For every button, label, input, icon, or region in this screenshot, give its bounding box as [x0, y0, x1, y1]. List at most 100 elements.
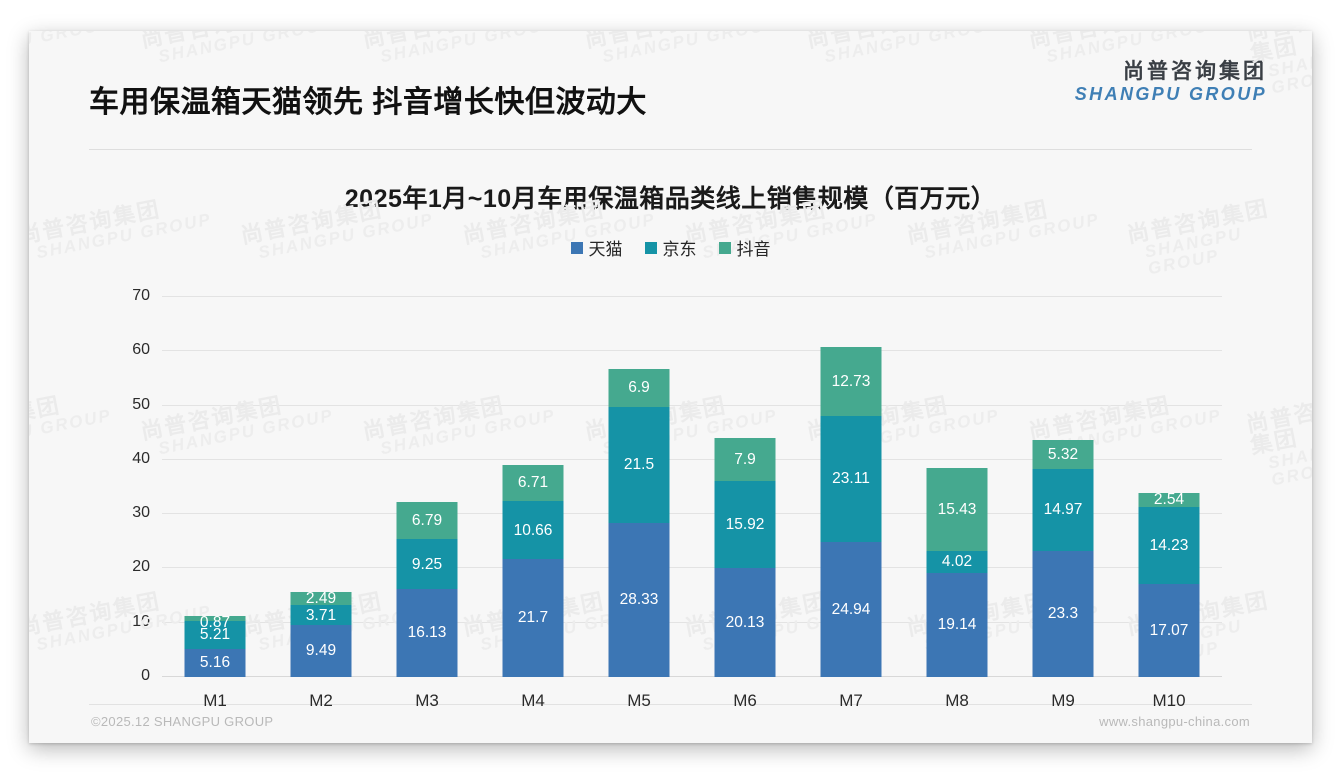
bar-segment[interactable]: 3.71	[290, 605, 352, 626]
stacked-bar[interactable]: 17.07 14.23 2.54	[1138, 492, 1200, 677]
stacked-bar[interactable]: 28.33 21.5 6.9	[608, 369, 670, 677]
bar-segment[interactable]: 23.11	[820, 416, 882, 542]
bar-value-label: 5.16	[199, 654, 231, 672]
bar-segment[interactable]: 23.3	[1032, 550, 1094, 677]
bar-segment[interactable]: 7.9	[714, 438, 776, 482]
gridline: 0	[141, 667, 1222, 684]
bar-value-label: 9.49	[305, 642, 337, 660]
stacked-bar[interactable]: 5.16 5.21 0.87	[184, 615, 246, 677]
bar-value-label: 5.21	[199, 626, 231, 644]
bar-value-label: 5.32	[1047, 446, 1079, 464]
watermark-cn: 尚普咨询集团	[1244, 394, 1312, 459]
y-axis-tick-label: 50	[132, 395, 150, 413]
bar-value-label: 21.5	[623, 456, 655, 474]
bar-value-label: 23.11	[832, 470, 870, 488]
x-axis-tick-label: M9	[1051, 691, 1075, 710]
bar-value-label: 24.94	[831, 600, 871, 618]
gridline: 10	[132, 613, 1222, 630]
bar-value-label: 14.97	[1043, 501, 1083, 519]
bar-segment[interactable]: 17.07	[1138, 584, 1200, 677]
bar-segment[interactable]: 6.79	[396, 502, 458, 540]
brand-logo-cn: 尚普咨询集团	[1123, 60, 1267, 83]
bar-segment[interactable]: 0.87	[184, 615, 246, 630]
gridline: 20	[132, 558, 1222, 575]
bar-segment[interactable]: 12.73	[820, 347, 882, 417]
legend-swatch-icon	[644, 241, 657, 254]
bar-value-label: 16.13	[407, 624, 447, 642]
chart-bars: 5.16 5.21 0.87 M1 9.49 3.71 2.49 M2 16.13 9.25 6.7…	[162, 297, 1222, 710]
y-axis-tick-label: 10	[132, 612, 150, 630]
bar-segment[interactable]: 9.49	[290, 625, 352, 677]
bar-segment[interactable]: 21.7	[502, 559, 564, 677]
y-axis-tick-label: 40	[132, 449, 150, 467]
chart-legend: 天猫 京东 抖音	[89, 235, 1252, 260]
bar-segment[interactable]: 15.92	[714, 481, 776, 568]
bar-segment[interactable]: 4.02	[926, 551, 988, 574]
bar-group-m7: 24.94 23.11 12.73 M7	[798, 297, 904, 710]
stacked-bar[interactable]: 19.14 4.02 15.43	[926, 467, 988, 677]
legend-label: 京东	[662, 240, 697, 259]
bar-segment[interactable]: 24.94	[820, 541, 882, 677]
legend-item-2[interactable]: 京东	[644, 235, 697, 260]
bar-value-label: 12.73	[831, 372, 871, 390]
bar-value-label: 9.25	[411, 555, 443, 573]
chart-axes: 0 10 20 30 40 50 60 70	[132, 287, 1222, 684]
bar-segment[interactable]: 15.43	[926, 467, 988, 552]
stacked-bar[interactable]: 20.13 15.92 7.9	[714, 438, 776, 677]
stacked-bar[interactable]: 16.13 9.25 6.79	[396, 502, 458, 677]
bar-segment[interactable]: 9.25	[396, 539, 458, 590]
bar-value-label: 10.66	[513, 521, 553, 539]
y-axis-tick-label: 60	[132, 341, 150, 359]
chart-container: 天猫 京东 抖音 0 10 20 30 40 50 60 70 5.16 5.21 0.87 M1 9.4…	[89, 227, 1252, 719]
stacked-bar[interactable]: 23.3 14.97 5.32	[1032, 440, 1094, 677]
bar-value-label: 7.9	[734, 451, 756, 469]
bar-segment[interactable]: 14.97	[1032, 469, 1094, 551]
legend-swatch-icon	[718, 241, 731, 254]
legend-swatch-icon	[570, 241, 583, 254]
bar-value-label: 14.23	[1149, 536, 1189, 554]
stacked-bar[interactable]: 24.94 23.11 12.73	[820, 347, 882, 677]
bar-segment[interactable]: 20.13	[714, 567, 776, 677]
gridline: 60	[132, 341, 1222, 358]
gridline: 30	[132, 504, 1222, 521]
stacked-bar[interactable]: 9.49 3.71 2.49	[290, 591, 352, 677]
y-axis-tick-label: 20	[132, 558, 150, 576]
y-axis-tick-label: 30	[132, 504, 150, 522]
bar-group-m3: 16.13 9.25 6.79 M3	[374, 297, 480, 710]
x-axis-tick-label: M8	[945, 691, 969, 710]
bar-segment[interactable]: 14.23	[1138, 507, 1200, 585]
chart-title: 2025年1月~10月车用保温箱品类线上销售规模（百万元）	[344, 185, 997, 213]
bar-value-label: 15.43	[937, 500, 977, 518]
bar-value-label: 4.02	[941, 553, 973, 571]
bar-segment[interactable]: 6.9	[608, 369, 670, 407]
bar-segment[interactable]: 28.33	[608, 523, 670, 677]
bar-segment[interactable]: 2.49	[290, 591, 352, 606]
bar-value-label: 28.33	[619, 591, 659, 609]
bar-value-label: 6.9	[628, 379, 650, 397]
bar-value-label: 6.79	[411, 512, 443, 530]
x-axis-tick-label: M3	[415, 691, 439, 710]
legend-item-3[interactable]: 抖音	[718, 235, 771, 260]
footer-copyright: ©2025.12 SHANGPU GROUP	[91, 714, 274, 729]
chart-plot-area: 0 10 20 30 40 50 60 70 5.16 5.21 0.87 M1 9.49 3.71 2.…	[89, 269, 1252, 719]
bar-segment[interactable]: 5.16	[184, 649, 246, 677]
legend-item-1[interactable]: 天猫	[570, 235, 623, 260]
bar-group-m4: 21.7 10.66 6.71 M4	[480, 297, 586, 710]
bar-value-label: 15.92	[725, 515, 765, 533]
bar-segment[interactable]: 10.66	[502, 501, 564, 560]
x-axis-tick-label: M6	[733, 691, 757, 710]
bar-segment[interactable]: 19.14	[926, 573, 988, 677]
gridline: 40	[132, 450, 1222, 467]
bar-segment[interactable]: 6.71	[502, 464, 564, 502]
stacked-bar[interactable]: 21.7 10.66 6.71	[502, 464, 564, 677]
slide-header: 车用保温箱天猫领先 抖音增长快但波动大 尚普咨询集团 SHANGPU GROUP	[29, 31, 1312, 123]
x-axis-tick-label: M10	[1152, 691, 1186, 710]
bar-segment[interactable]: 5.21	[184, 620, 246, 649]
bar-segment[interactable]: 5.32	[1032, 440, 1094, 470]
bar-segment[interactable]: 16.13	[396, 589, 458, 677]
brand-logo-en: SHANGPU GROUP	[1074, 83, 1267, 104]
bar-segment[interactable]: 2.54	[1138, 492, 1200, 507]
bar-segment[interactable]: 21.5	[608, 406, 670, 524]
